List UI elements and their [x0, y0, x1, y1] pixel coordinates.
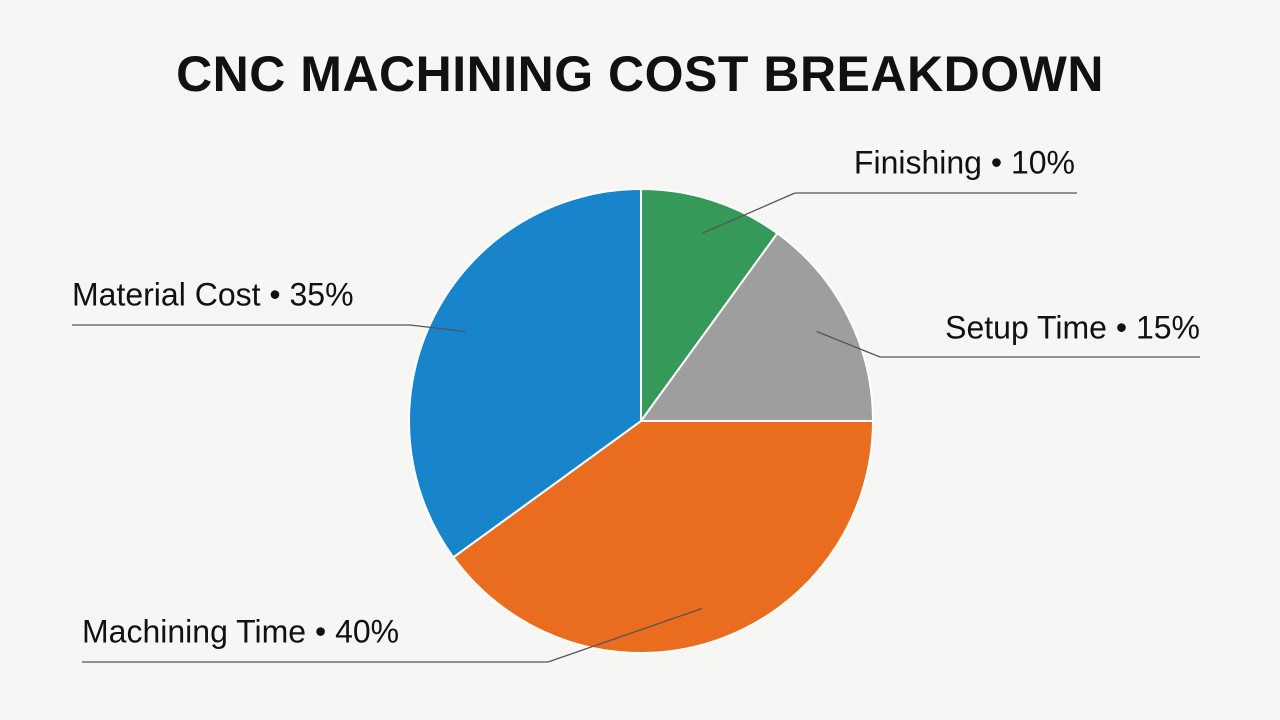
slice-label: Finishing • 10%: [854, 144, 1075, 180]
leader-line: [701, 192, 796, 235]
leader-line: [409, 324, 466, 333]
leader-line: [816, 330, 881, 358]
slice-label: Setup Time • 15%: [945, 309, 1200, 345]
pie-slice: [451, 420, 875, 654]
slice-label: Material Cost • 35%: [72, 276, 354, 312]
slice-label: Machining Time • 40%: [82, 613, 399, 649]
pie-slice: [639, 231, 875, 422]
chart-title: CNC MACHINING COST BREAKDOWN: [176, 46, 1104, 102]
pie-slice: [408, 187, 642, 559]
leader-line: [547, 607, 703, 663]
pie-slice: [640, 187, 779, 425]
